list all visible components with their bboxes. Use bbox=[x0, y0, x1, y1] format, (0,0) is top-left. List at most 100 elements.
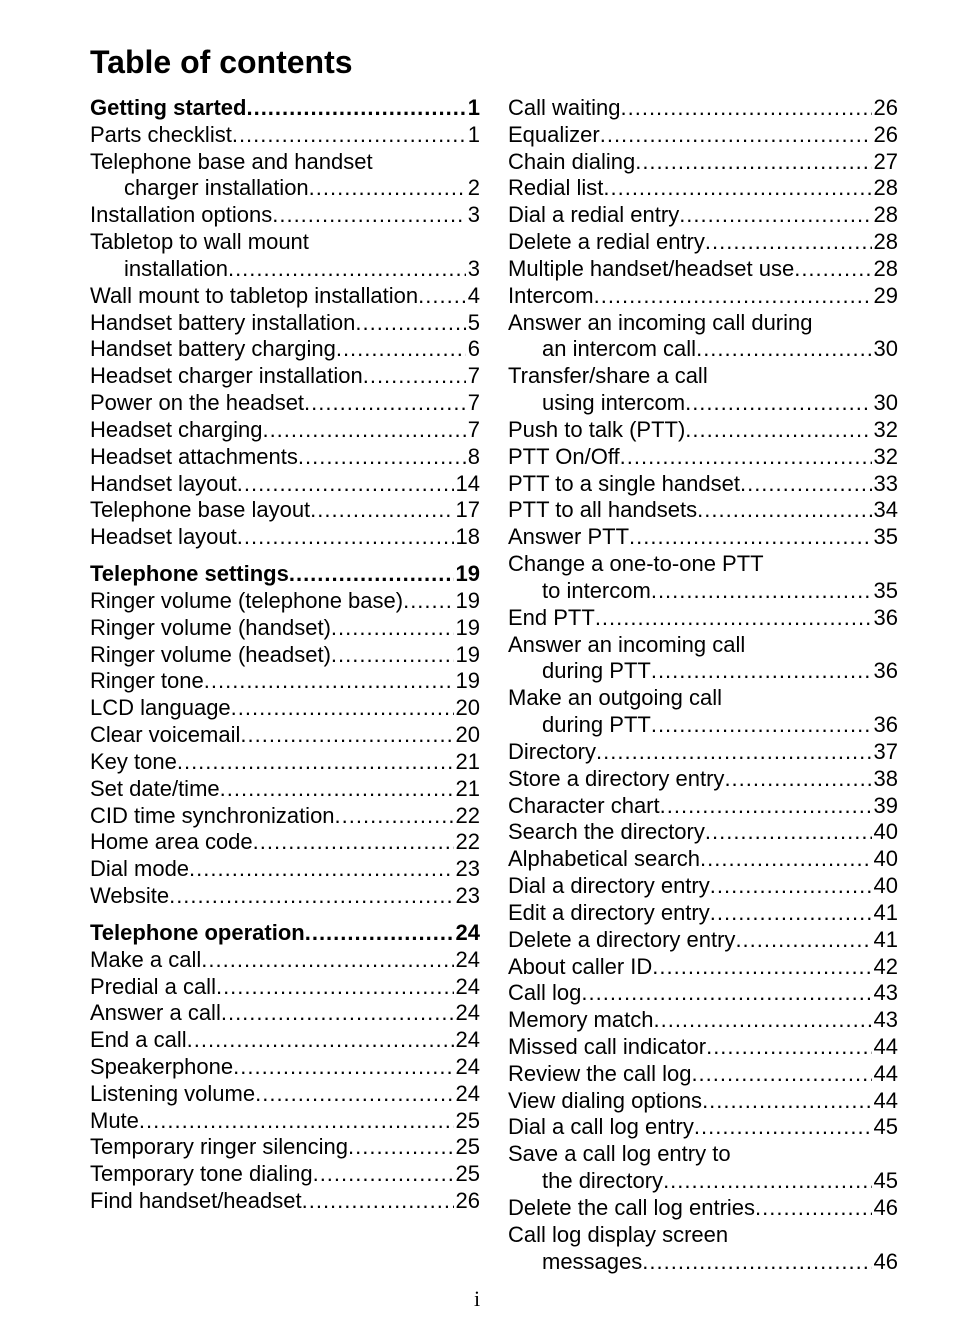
toc-entry-label: Memory match bbox=[508, 1007, 653, 1034]
toc-leader-dots bbox=[363, 363, 466, 390]
toc-page-number: 14 bbox=[454, 471, 480, 498]
toc-row: Dial mode23 bbox=[90, 856, 480, 883]
toc-leader-dots bbox=[302, 1188, 454, 1215]
toc-leader-dots bbox=[233, 1054, 453, 1081]
toc-row: Transfer/share a call bbox=[508, 363, 898, 390]
toc-row: Headset attachments8 bbox=[90, 444, 480, 471]
toc-entry-label: Save a call log entry to bbox=[508, 1141, 731, 1168]
toc-page-number: 1 bbox=[466, 95, 480, 122]
toc-page-number: 24 bbox=[454, 1027, 480, 1054]
toc-row: Handset battery charging6 bbox=[90, 336, 480, 363]
toc-entry-label: Call waiting bbox=[508, 95, 621, 122]
toc-leader-dots bbox=[313, 1161, 454, 1188]
toc-entry-label: Headset layout bbox=[90, 524, 237, 551]
toc-leader-dots bbox=[237, 524, 454, 551]
toc-leader-dots bbox=[724, 766, 871, 793]
toc-entry-label: Website bbox=[90, 883, 169, 910]
toc-page-number: 32 bbox=[872, 417, 898, 444]
toc-leader-dots bbox=[595, 605, 872, 632]
toc-leader-dots bbox=[169, 883, 453, 910]
toc-entry-label: Search the directory bbox=[508, 819, 705, 846]
toc-row: messages 46 bbox=[508, 1249, 898, 1276]
toc-page-number: 7 bbox=[466, 417, 480, 444]
toc-page-number: 46 bbox=[872, 1249, 898, 1276]
toc-leader-dots bbox=[216, 974, 454, 1001]
toc-page-number: 7 bbox=[466, 363, 480, 390]
toc-page-number: 32 bbox=[872, 444, 898, 471]
toc-row: CID time synchronization22 bbox=[90, 803, 480, 830]
toc-row: Temporary ringer silencing25 bbox=[90, 1134, 480, 1161]
toc-entry-label: Handset battery charging bbox=[90, 336, 336, 363]
toc-page-number: 19 bbox=[454, 615, 480, 642]
toc-entry-label: Transfer/share a call bbox=[508, 363, 708, 390]
toc-page-number: 7 bbox=[466, 390, 480, 417]
toc-page-number: 30 bbox=[872, 390, 898, 417]
toc-entry-label: Speakerphone bbox=[90, 1054, 233, 1081]
toc-page-number: 44 bbox=[872, 1088, 898, 1115]
toc-entry-label: PTT to a single handset bbox=[508, 471, 740, 498]
toc-row: Save a call log entry to bbox=[508, 1141, 898, 1168]
toc-entry-label: Key tone bbox=[90, 749, 177, 776]
toc-row: using intercom30 bbox=[508, 390, 898, 417]
toc-row: Memory match43 bbox=[508, 1007, 898, 1034]
toc-page-number: 28 bbox=[872, 175, 898, 202]
toc-leader-dots bbox=[600, 122, 872, 149]
toc-page-number: 19 bbox=[454, 588, 480, 615]
toc-leader-dots bbox=[663, 1168, 871, 1195]
toc-entry-label: messages bbox=[508, 1249, 642, 1276]
toc-row: to intercom35 bbox=[508, 578, 898, 605]
toc-entry-label: Headset charger installation bbox=[90, 363, 363, 390]
toc-leader-dots bbox=[355, 310, 465, 337]
toc-entry-label: Ringer volume (handset) bbox=[90, 615, 331, 642]
toc-page-number: 26 bbox=[454, 1188, 480, 1215]
toc-row: Redial list28 bbox=[508, 175, 898, 202]
toc-leader-dots bbox=[697, 497, 871, 524]
toc-entry-label: Dial a redial entry bbox=[508, 202, 679, 229]
toc-leader-dots bbox=[603, 175, 871, 202]
toc-entry-label: Answer an incoming call during bbox=[508, 310, 813, 337]
toc-entry-label: End PTT bbox=[508, 605, 595, 632]
toc-row: Getting started1 bbox=[90, 95, 480, 122]
toc-entry-label: Ringer tone bbox=[90, 668, 204, 695]
toc-page-number: 36 bbox=[872, 605, 898, 632]
toc-row: Ringer tone19 bbox=[90, 668, 480, 695]
toc-page-number: 17 bbox=[454, 497, 480, 524]
toc-entry-label: Set date/time bbox=[90, 776, 220, 803]
toc-entry-label: the directory bbox=[508, 1168, 663, 1195]
toc-row: Mute25 bbox=[90, 1108, 480, 1135]
toc-page-number: 1 bbox=[466, 122, 480, 149]
toc-row: Dial a redial entry28 bbox=[508, 202, 898, 229]
toc-section-head: Telephone operation bbox=[90, 920, 305, 947]
toc-leader-dots bbox=[335, 803, 454, 830]
toc-page-number: 24 bbox=[454, 974, 480, 1001]
toc-entry-label: Installation options bbox=[90, 202, 272, 229]
toc-row: Headset charging7 bbox=[90, 417, 480, 444]
toc-leader-dots bbox=[685, 417, 871, 444]
toc-row: an intercom call30 bbox=[508, 336, 898, 363]
toc-row: Make an outgoing call bbox=[508, 685, 898, 712]
toc-page-number: 25 bbox=[454, 1161, 480, 1188]
toc-row: Home area code22 bbox=[90, 829, 480, 856]
toc-entry-label: an intercom call bbox=[508, 336, 696, 363]
toc-page-number: 37 bbox=[872, 739, 898, 766]
toc-page-number: 33 bbox=[872, 471, 898, 498]
toc-entry-label: Temporary tone dialing bbox=[90, 1161, 313, 1188]
toc-entry-label: Dial a call log entry bbox=[508, 1114, 694, 1141]
toc-page-number: 28 bbox=[872, 229, 898, 256]
toc-row: Clear voicemail20 bbox=[90, 722, 480, 749]
toc-entry-label: Alphabetical search bbox=[508, 846, 700, 873]
toc-page-number: 41 bbox=[872, 900, 898, 927]
toc-page-number: 19 bbox=[454, 642, 480, 669]
toc-section-head: Telephone settings bbox=[90, 561, 289, 588]
toc-entry-label: LCD language bbox=[90, 695, 231, 722]
toc-row: Call waiting26 bbox=[508, 95, 898, 122]
toc-entry-label: Chain dialing bbox=[508, 149, 635, 176]
toc-leader-dots bbox=[177, 749, 454, 776]
toc-page-number: 22 bbox=[454, 803, 480, 830]
toc-page-number: 23 bbox=[454, 856, 480, 883]
toc-row: Wall mount to tabletop installation4 bbox=[90, 283, 480, 310]
toc-row: Chain dialing27 bbox=[508, 149, 898, 176]
toc-entry-label: Make a call bbox=[90, 947, 201, 974]
toc-leader-dots bbox=[705, 229, 872, 256]
toc-row: Telephone base layout17 bbox=[90, 497, 480, 524]
